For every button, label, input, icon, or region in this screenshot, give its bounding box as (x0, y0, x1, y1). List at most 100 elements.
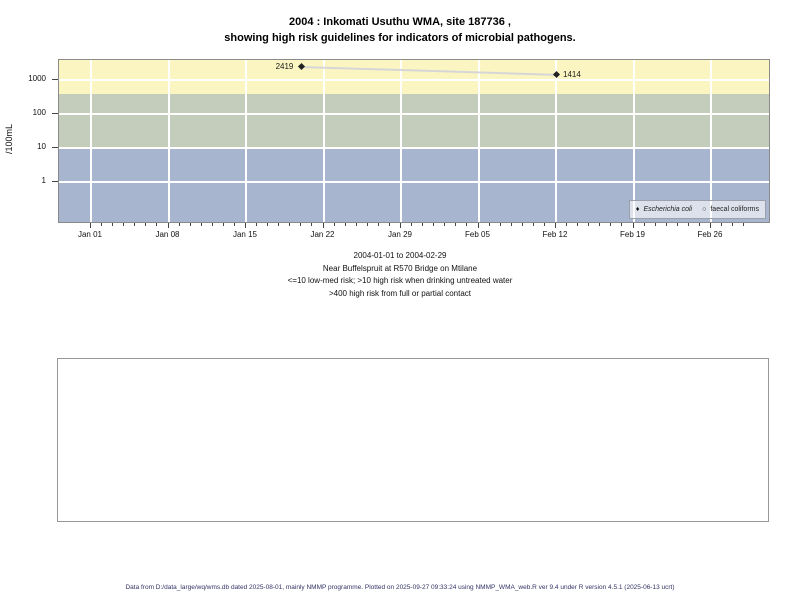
x-minor-tick (200, 223, 202, 226)
x-minor-tick (566, 223, 568, 226)
y-tick-mark (52, 79, 58, 80)
x-minor-tick (222, 223, 224, 226)
x-major-tick (90, 223, 91, 228)
legend-label-ecoli: Escherichia coli (643, 206, 693, 213)
empty-panel (57, 358, 769, 522)
v-gridline (322, 60, 325, 222)
x-minor-tick (344, 223, 346, 226)
x-tick-label: Jan 29 (387, 230, 413, 239)
y-tick-mark (52, 113, 58, 114)
footer-provenance-text: Data from D:/data_large/wq/wms.db dated … (125, 584, 675, 591)
x-minor-tick (488, 223, 490, 226)
x-minor-tick (300, 223, 302, 226)
data-point-label: 1414 (563, 69, 581, 79)
x-tick-label: Feb 19 (620, 230, 645, 239)
x-minor-tick (256, 223, 258, 226)
x-major-tick (167, 223, 169, 228)
x-minor-tick (377, 223, 379, 226)
chart-title-line2: showing high risk guidelines for indicat… (224, 32, 576, 44)
x-minor-tick (233, 223, 235, 226)
x-minor-tick (543, 223, 545, 226)
x-minor-tick (743, 223, 745, 226)
x-minor-tick (189, 223, 191, 226)
v-gridline (632, 60, 635, 222)
x-minor-tick (101, 223, 103, 226)
x-axis-ticks (0, 223, 800, 231)
x-minor-tick (123, 223, 125, 226)
x-minor-tick (333, 223, 335, 226)
x-minor-tick (599, 223, 601, 226)
legend-item-faecal: ○ faecal coliforms (702, 206, 759, 213)
x-minor-tick (588, 223, 590, 226)
x-tick-label: Feb 12 (542, 230, 568, 239)
x-minor-tick (698, 223, 700, 226)
y-tick-label: 1 (41, 176, 46, 185)
x-minor-tick (654, 223, 656, 226)
filled-diamond-icon: ♦ (635, 206, 640, 213)
caption-site-description: Near Buffelspruit at R570 Bridge on Mtil… (322, 263, 478, 273)
x-minor-tick (278, 223, 280, 226)
x-minor-tick (178, 223, 180, 226)
h-gridline (59, 147, 769, 149)
x-minor-tick (355, 223, 357, 226)
x-major-tick (632, 223, 634, 228)
legend-item-ecoli: ♦ Escherichia coli (636, 206, 692, 213)
h-gridline (59, 79, 769, 81)
risk-band-0 (59, 60, 769, 94)
x-minor-tick (422, 223, 424, 226)
x-minor-tick (145, 223, 147, 226)
x-axis-tick-labels: Jan 01 Jan 08 Jan 15 Jan 22 Jan 29 Feb 05 Feb … (0, 230, 800, 242)
x-minor-tick (499, 223, 501, 226)
x-minor-tick (466, 223, 468, 226)
x-minor-tick (532, 223, 534, 226)
x-major-tick (477, 223, 479, 228)
x-minor-tick (311, 223, 313, 226)
x-minor-tick (732, 223, 734, 226)
caption-risk-note-2: >400 high risk from full or partial cont… (328, 288, 472, 298)
x-minor-tick (610, 223, 612, 226)
x-tick-label: Feb 26 (697, 230, 723, 239)
caption-risk-note-1: <=10 low-med risk; >10 high risk when dr… (287, 276, 513, 285)
x-minor-tick (134, 223, 136, 226)
x-minor-tick (721, 223, 723, 226)
x-minor-tick (455, 223, 457, 226)
v-gridline (167, 60, 170, 222)
x-minor-tick (643, 223, 645, 226)
x-minor-tick (156, 223, 158, 226)
x-minor-tick (211, 223, 213, 226)
data-point-label: 2419 (275, 61, 294, 71)
plot-legend: ♦ Escherichia coli ○ faecal coliforms (628, 200, 766, 219)
plot-area: 2419 1414 ♦ Escherichia coli ○ faecal colif… (58, 59, 770, 223)
x-minor-tick (433, 223, 435, 226)
x-minor-tick (289, 223, 291, 226)
v-gridline (555, 60, 557, 222)
chart-title: 2004 : Inkomati Usuthu WMA, site 187736 … (0, 14, 800, 46)
x-minor-tick (687, 223, 689, 226)
x-tick-label: Jan 08 (155, 230, 180, 239)
legend-label-faecal: faecal coliforms (710, 206, 759, 213)
x-major-tick (400, 223, 401, 228)
h-gridline (59, 181, 769, 183)
x-tick-label: Jan 01 (77, 230, 103, 239)
x-minor-tick (444, 223, 446, 226)
x-tick-label: Jan 15 (232, 230, 258, 239)
x-tick-label: Jan 22 (310, 230, 335, 239)
x-minor-tick (665, 223, 667, 226)
v-gridline (477, 60, 480, 222)
x-minor-tick (521, 223, 523, 226)
h-gridline (59, 113, 769, 115)
chart-caption: 2004-01-01 to 2004-02-29 Near Buffelspru… (0, 250, 800, 300)
v-gridline (90, 60, 92, 222)
x-minor-tick (411, 223, 413, 226)
v-gridline (245, 60, 247, 222)
v-gridline (710, 60, 712, 222)
y-axis-ticks (52, 59, 58, 223)
x-minor-tick (366, 223, 368, 226)
x-tick-label: Feb 05 (465, 230, 490, 239)
y-tick-label: 1000 (28, 74, 46, 83)
x-minor-tick (267, 223, 269, 226)
x-minor-tick (388, 223, 390, 226)
x-minor-tick (577, 223, 579, 226)
x-minor-tick (112, 223, 114, 226)
